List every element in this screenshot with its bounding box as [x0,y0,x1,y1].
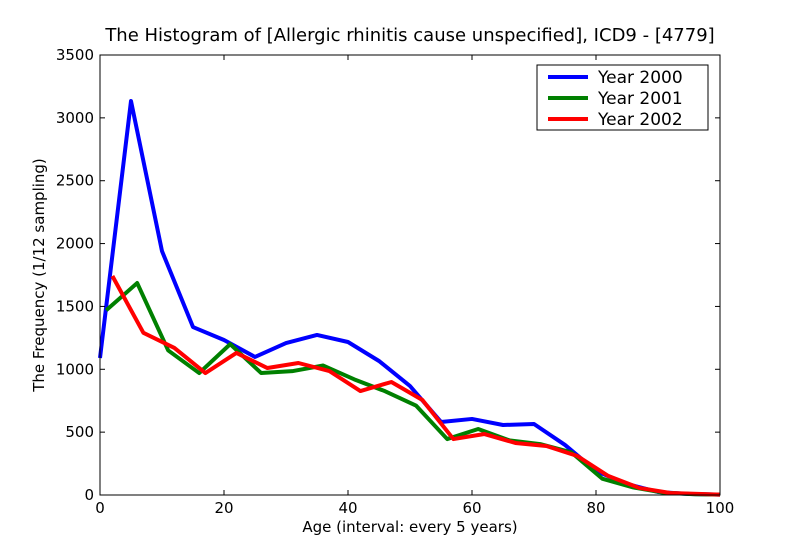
y-tick-label: 0 [84,486,94,504]
y-tick-label: 3000 [56,109,94,127]
x-tick-label: 40 [338,499,357,517]
x-tick-label: 100 [706,499,735,517]
plot-frame [99,54,721,496]
x-tick-label: 0 [95,499,105,517]
series-line-year-2000 [98,99,721,497]
y-tick-label: 500 [65,423,94,441]
y-tick-label: 2000 [56,235,94,253]
series-line-year-2001 [104,281,721,497]
series-line-year-2002 [110,275,721,497]
x-tick-label: 20 [214,499,233,517]
y-axis-label: The Frequency (1/12 sampling) [30,158,48,393]
y-tick-label: 2500 [56,172,94,190]
y-tick-label: 3500 [56,46,94,64]
x-axis-label: Age (interval: every 5 years) [302,518,517,536]
y-tick-label: 1500 [56,297,94,315]
legend-label: Year 2001 [597,89,683,109]
legend-label: Year 2002 [597,110,683,130]
x-tick-label: 60 [462,499,481,517]
y-tick-label: 1000 [56,360,94,378]
legend-label: Year 2000 [597,68,683,88]
x-tick-label: 80 [586,499,605,517]
chart-title: The Histogram of [Allergic rhinitis caus… [104,25,714,46]
